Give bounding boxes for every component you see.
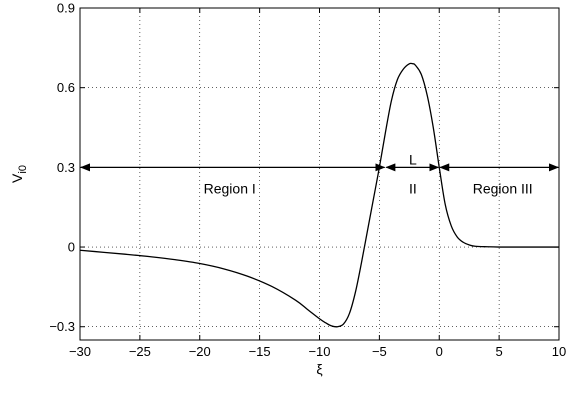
plot-frame xyxy=(80,8,559,340)
y-axis-title-subscript: i0 xyxy=(17,165,29,174)
y-tick-label: 0.3 xyxy=(57,160,75,175)
x-tick-label: −30 xyxy=(69,344,91,359)
x-tick-label: 10 xyxy=(552,344,566,359)
y-tick-label: 0.9 xyxy=(57,1,75,16)
annotations: Region I L II Region III xyxy=(204,151,533,196)
x-tick-label: −20 xyxy=(189,344,211,359)
annotation-label: Region III xyxy=(473,181,533,197)
axes xyxy=(80,8,559,340)
x-tick-label: −10 xyxy=(308,344,330,359)
y-axis-title: Vi0 xyxy=(9,165,29,183)
x-tick-label: −5 xyxy=(372,344,387,359)
y-tick-label: 0 xyxy=(68,240,75,255)
x-tick-label: 5 xyxy=(496,344,503,359)
annotation-label: Region I xyxy=(204,181,256,197)
annotation-label: II xyxy=(409,181,417,197)
annotation-label: L xyxy=(409,151,417,167)
x-tick-label: −15 xyxy=(249,344,271,359)
x-tick-label: 0 xyxy=(436,344,443,359)
y-tick-label: −0.3 xyxy=(49,319,75,334)
grid-lines xyxy=(80,8,559,340)
y-tick-label: 0.6 xyxy=(57,80,75,95)
x-axis-title: ξ xyxy=(316,361,322,377)
x-tick-label: −25 xyxy=(129,344,151,359)
